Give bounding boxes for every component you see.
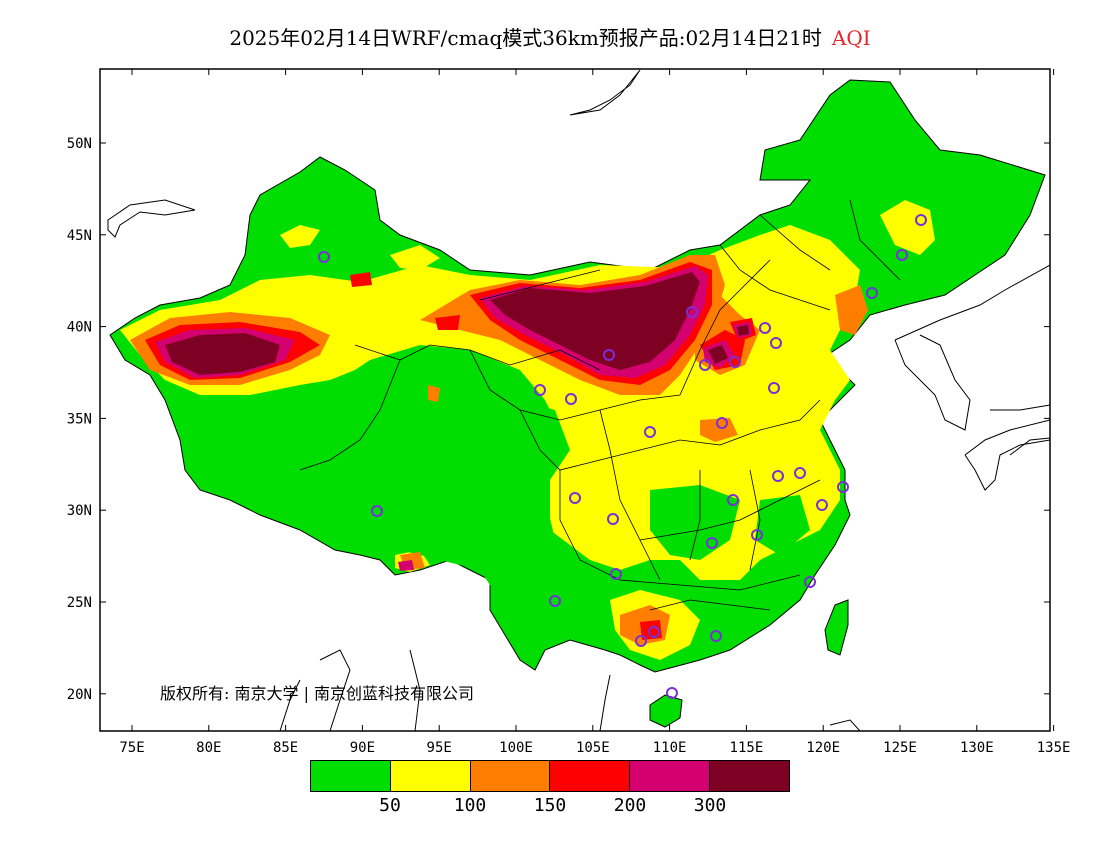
legend-swatch xyxy=(550,761,631,791)
y-tick-label: 20N xyxy=(67,687,92,703)
legend-swatch xyxy=(390,761,471,791)
x-tick-label: 125E xyxy=(883,740,917,756)
y-tick-label: 45N xyxy=(67,228,92,244)
x-tick-label: 130E xyxy=(960,740,994,756)
legend-swatch xyxy=(710,761,789,791)
color-legend xyxy=(310,760,790,792)
x-tick-label: 100E xyxy=(499,740,533,756)
region-taiwan xyxy=(824,599,849,656)
region-hainan xyxy=(649,694,683,728)
x-tick-label: 105E xyxy=(576,740,610,756)
copyright-text: 版权所有: 南京大学 | 南京创蓝科技有限公司 xyxy=(160,684,475,703)
title-variable: AQI xyxy=(831,26,871,50)
neighbor-coastlines xyxy=(107,69,1050,731)
map-content xyxy=(107,69,1050,731)
map-title: 2025年02月14日WRF/cmaq模式36km预报产品:02月14日21时 A… xyxy=(0,22,1100,51)
y-tick-label: 50N xyxy=(67,136,92,152)
legend-threshold-label: 300 xyxy=(693,795,727,816)
y-tick-label: 25N xyxy=(67,595,92,611)
x-tick-label: 80E xyxy=(196,740,221,756)
legend-swatch xyxy=(630,761,711,791)
title-main: 2025年02月14日WRF/cmaq模式36km预报产品:02月14日21时 xyxy=(229,26,822,50)
map-frame xyxy=(99,68,1051,732)
x-tick-label: 115E xyxy=(730,740,764,756)
x-tick-label: 95E xyxy=(427,740,452,756)
legend-threshold-label: 50 xyxy=(379,795,401,816)
legend-threshold-label: 150 xyxy=(533,795,567,816)
legend-swatch xyxy=(311,761,391,791)
legend-threshold-label: 100 xyxy=(453,795,487,816)
y-tick-label: 40N xyxy=(67,320,92,336)
x-tick-label: 85E xyxy=(273,740,298,756)
y-tick-label: 30N xyxy=(67,503,92,519)
x-tick-label: 120E xyxy=(806,740,840,756)
y-tick-label: 35N xyxy=(67,411,92,427)
y-axis: 50N 45N 40N 35N 30N 25N 20N xyxy=(67,136,1050,703)
legend-threshold-label: 200 xyxy=(613,795,647,816)
x-tick-label: 90E xyxy=(350,740,375,756)
x-tick-label: 75E xyxy=(119,740,144,756)
x-tick-label: 110E xyxy=(653,740,687,756)
region-hazardous xyxy=(165,272,749,375)
x-tick-label: 135E xyxy=(1037,740,1071,756)
region-good-inner xyxy=(195,345,810,640)
legend-swatch xyxy=(470,761,551,791)
x-axis: 75E 80E 85E 90E 95E 100E 105E 110E 115E 120E 125E 1… xyxy=(119,69,1070,756)
city-markers xyxy=(318,214,927,699)
province-borders xyxy=(299,199,901,611)
